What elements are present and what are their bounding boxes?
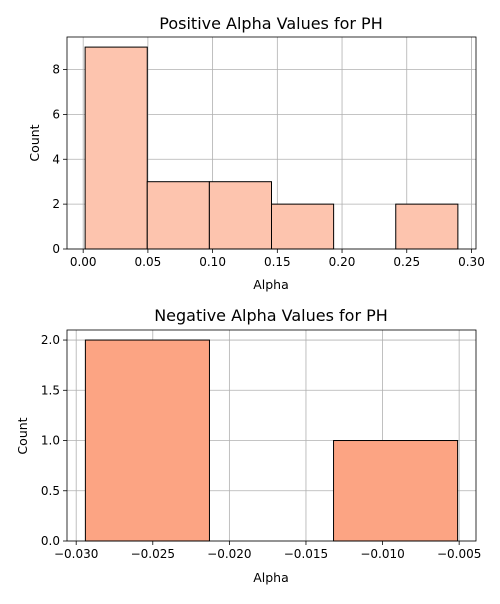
histogram-bar — [208, 181, 272, 250]
negative-alpha-histogram: Negative Alpha Values for PH Alpha Count… — [15, 306, 481, 585]
y-tick-label: 6 — [52, 107, 60, 121]
x-tick-label: 0.25 — [393, 255, 420, 269]
x-tick-label: −0.025 — [131, 547, 175, 561]
x-axis-label: Alpha — [253, 570, 289, 585]
x-axis-label: Alpha — [253, 277, 289, 292]
y-tick-label: 8 — [52, 63, 60, 77]
x-tick-label: 0.05 — [135, 255, 162, 269]
x-tick-label: 0.20 — [329, 255, 356, 269]
chart-title: Negative Alpha Values for PH — [154, 306, 388, 325]
x-tick-label: 0.00 — [70, 255, 97, 269]
y-tick-label: 1.0 — [41, 434, 60, 448]
histogram-bar — [146, 181, 210, 250]
x-tick-label: −0.010 — [360, 547, 404, 561]
y-axis-label: Count — [15, 417, 30, 454]
x-tick-label: −0.005 — [437, 547, 481, 561]
axes-frame — [66, 36, 477, 250]
positive-alpha-histogram: Positive Alpha Values for PH Alpha Count… — [27, 14, 485, 292]
x-tick-label: 0.30 — [458, 255, 485, 269]
histogram-bar — [333, 440, 459, 542]
y-tick-label: 4 — [52, 152, 60, 166]
histogram-bar — [395, 203, 459, 250]
y-tick-label: 2 — [52, 197, 60, 211]
x-tick-label: 0.15 — [264, 255, 291, 269]
x-tick-label: 0.10 — [199, 255, 226, 269]
y-axis-label: Count — [27, 124, 42, 161]
y-tick-label: 1.5 — [41, 383, 60, 397]
y-tick-label: 0.5 — [41, 484, 60, 498]
histogram-bar — [271, 203, 335, 250]
y-tick-label: 0 — [52, 242, 60, 256]
y-tick-label: 0.0 — [41, 534, 60, 548]
x-tick-label: −0.020 — [207, 547, 251, 561]
x-tick-label: −0.030 — [54, 547, 98, 561]
y-tick-label: 2.0 — [41, 333, 60, 347]
axes-frame — [66, 329, 477, 542]
chart-title: Positive Alpha Values for PH — [159, 14, 382, 33]
histogram-bar — [84, 339, 210, 542]
histogram-bar — [84, 46, 148, 250]
x-tick-label: −0.015 — [284, 547, 328, 561]
